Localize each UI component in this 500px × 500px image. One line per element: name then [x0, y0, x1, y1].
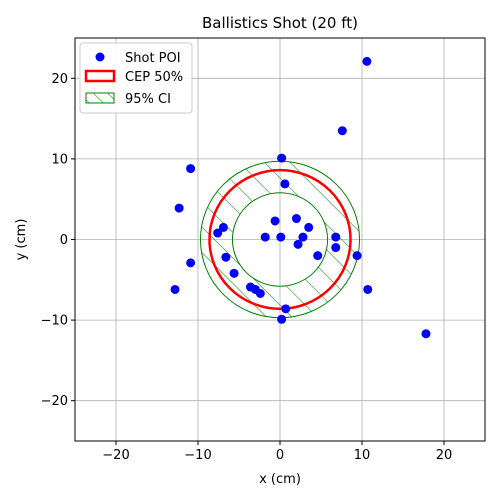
legend-swatch-ci95	[85, 92, 115, 104]
legend: Shot POI CEP 50% 95% CI	[79, 42, 193, 114]
shot-point	[221, 252, 231, 262]
x-tick-label: 0	[276, 448, 284, 463]
plot-area	[170, 56, 431, 339]
shot-point	[186, 258, 196, 268]
shot-point	[352, 251, 362, 261]
x-tick-label: −20	[102, 448, 129, 463]
y-tick-label: 0	[60, 233, 68, 248]
shot-point	[281, 304, 291, 314]
shot-point	[313, 251, 323, 261]
x-tick-label: 20	[436, 448, 453, 463]
shot-point	[174, 203, 184, 213]
y-tick-label: 20	[51, 72, 68, 87]
legend-label-ci95: 95% CI	[125, 92, 171, 107]
shot-point	[363, 284, 373, 294]
x-axis-ticks: −20 −10 0 10 20	[102, 441, 452, 463]
shot-point	[421, 329, 431, 339]
legend-label-shot-poi: Shot POI	[125, 51, 181, 66]
y-axis-label: y (cm)	[14, 219, 29, 261]
y-tick-label: −10	[41, 314, 68, 329]
x-axis-label: x (cm)	[259, 472, 301, 487]
shot-point	[280, 179, 290, 189]
shot-point	[229, 268, 239, 278]
shot-point	[331, 243, 341, 253]
shot-point	[276, 232, 286, 242]
shot-point	[170, 284, 180, 294]
shot-point	[362, 56, 372, 66]
shot-point	[213, 228, 223, 238]
x-tick-label: 10	[354, 448, 371, 463]
shot-point	[337, 126, 347, 136]
shot-point	[255, 289, 265, 299]
shot-point	[218, 222, 228, 232]
shot-point	[270, 216, 280, 226]
legend-marker-shot-poi	[95, 52, 105, 62]
y-tick-label: −20	[41, 394, 68, 409]
legend-label-cep50: CEP 50%	[125, 70, 183, 85]
x-tick-label: −10	[184, 448, 211, 463]
shot-point	[291, 214, 301, 224]
shot-point	[331, 232, 341, 242]
shot-point	[277, 153, 287, 163]
cep50-circle	[208, 168, 352, 311]
ci95-ring	[199, 160, 361, 319]
shot-point	[186, 164, 196, 174]
shot-point	[298, 232, 308, 242]
y-tick-label: 10	[51, 152, 68, 167]
chart-title: Ballistics Shot (20 ft)	[202, 14, 358, 32]
shot-point	[277, 314, 287, 324]
shot-point	[304, 222, 314, 232]
shot-point	[293, 239, 303, 249]
y-axis-ticks: −20 −10 0 10 20	[41, 72, 75, 409]
shot-point	[260, 232, 270, 242]
legend-swatch-cep50	[84, 69, 116, 83]
